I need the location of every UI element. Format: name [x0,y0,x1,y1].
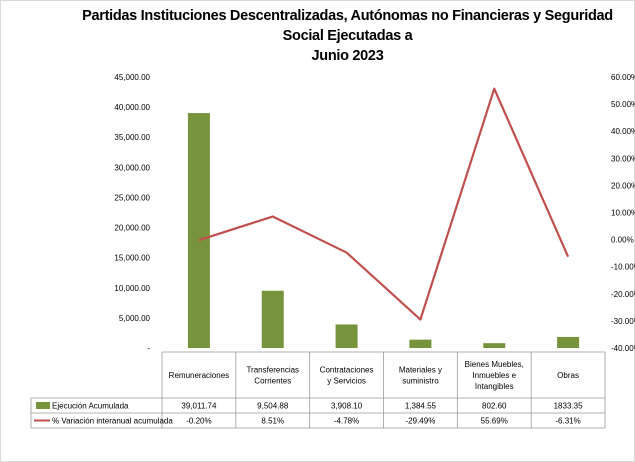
left-axis-tick-label: 30,000.00 [114,163,150,172]
right-axis-tick-label: 0.00% [611,236,634,245]
left-axis-tick-label: 35,000.00 [114,133,150,142]
category-label: Transferencias [246,366,299,375]
right-axis-tick-label: -20.00% [611,290,635,299]
category-label: Contrataciones [320,366,374,375]
category-label: Bienes Muebles, [465,360,524,369]
data-label: -4.78% [334,417,359,426]
bar [483,343,506,348]
chart-title-line-1: Partidas Instituciones Descentralizadas,… [82,8,613,44]
right-axis-tick-label: -30.00% [611,317,635,326]
left-axis-tick-label: 10,000.00 [114,284,150,293]
right-axis-tick-label: 40.00% [611,127,635,136]
bar [557,336,580,348]
left-axis-tick-label: 5,000.00 [119,314,151,323]
data-label: 39,011.74 [181,402,217,411]
data-label: -6.31% [555,417,580,426]
right-axis-tick-label: 10.00% [611,209,635,218]
category-label: Obras [557,371,579,380]
legend-key-bar [36,402,50,409]
data-label: 9,504.88 [257,402,289,411]
data-label: 8.51% [261,417,284,426]
category-label: suministro [402,377,439,386]
bar [409,339,432,348]
left-axis-tick-label: 45,000.00 [114,73,150,82]
category-label: Remuneraciones [169,371,229,380]
data-label: 802.60 [482,402,507,411]
line-series [198,87,570,321]
right-axis-tick-label: 60.00% [611,73,635,82]
bar [187,113,210,349]
category-label: y Servicios [327,377,366,386]
bar [335,324,358,348]
category-label: Inmuebles e [472,371,516,380]
data-label: -29.49% [406,417,436,426]
left-axis-tick-label: 40,000.00 [114,103,150,112]
right-axis-tick-label: 20.00% [611,181,635,190]
bar [261,290,284,348]
left-axis-tick-label: 25,000.00 [114,193,150,202]
left-axis-tick-label: 15,000.00 [114,254,150,263]
data-label: -0.20% [186,417,211,426]
legend-label: Ejecución Acumulada [52,402,129,411]
category-label: Intangibles [475,382,514,391]
data-label: 3,908.10 [331,402,363,411]
data-label: 1,384.55 [405,402,437,411]
data-label: 1833.35 [554,402,583,411]
right-axis-tick-label: 30.00% [611,154,635,163]
right-axis-tick-label: -40.00% [611,344,635,353]
left-axis-tick-label: - [147,344,150,353]
category-label: Corrientes [254,377,291,386]
chart-title-line-2: Junio 2023 [311,48,384,64]
data-label: 55.69% [481,417,508,426]
right-axis-tick-label: 50.00% [611,100,635,109]
legend-label: % Variación interanual acumulada [52,417,173,426]
category-label: Materiales y [399,366,442,375]
left-axis-tick-label: 20,000.00 [114,224,150,233]
chart-title: Partidas Instituciones Descentralizadas,… [60,6,635,66]
right-axis-tick-label: -10.00% [611,263,635,272]
